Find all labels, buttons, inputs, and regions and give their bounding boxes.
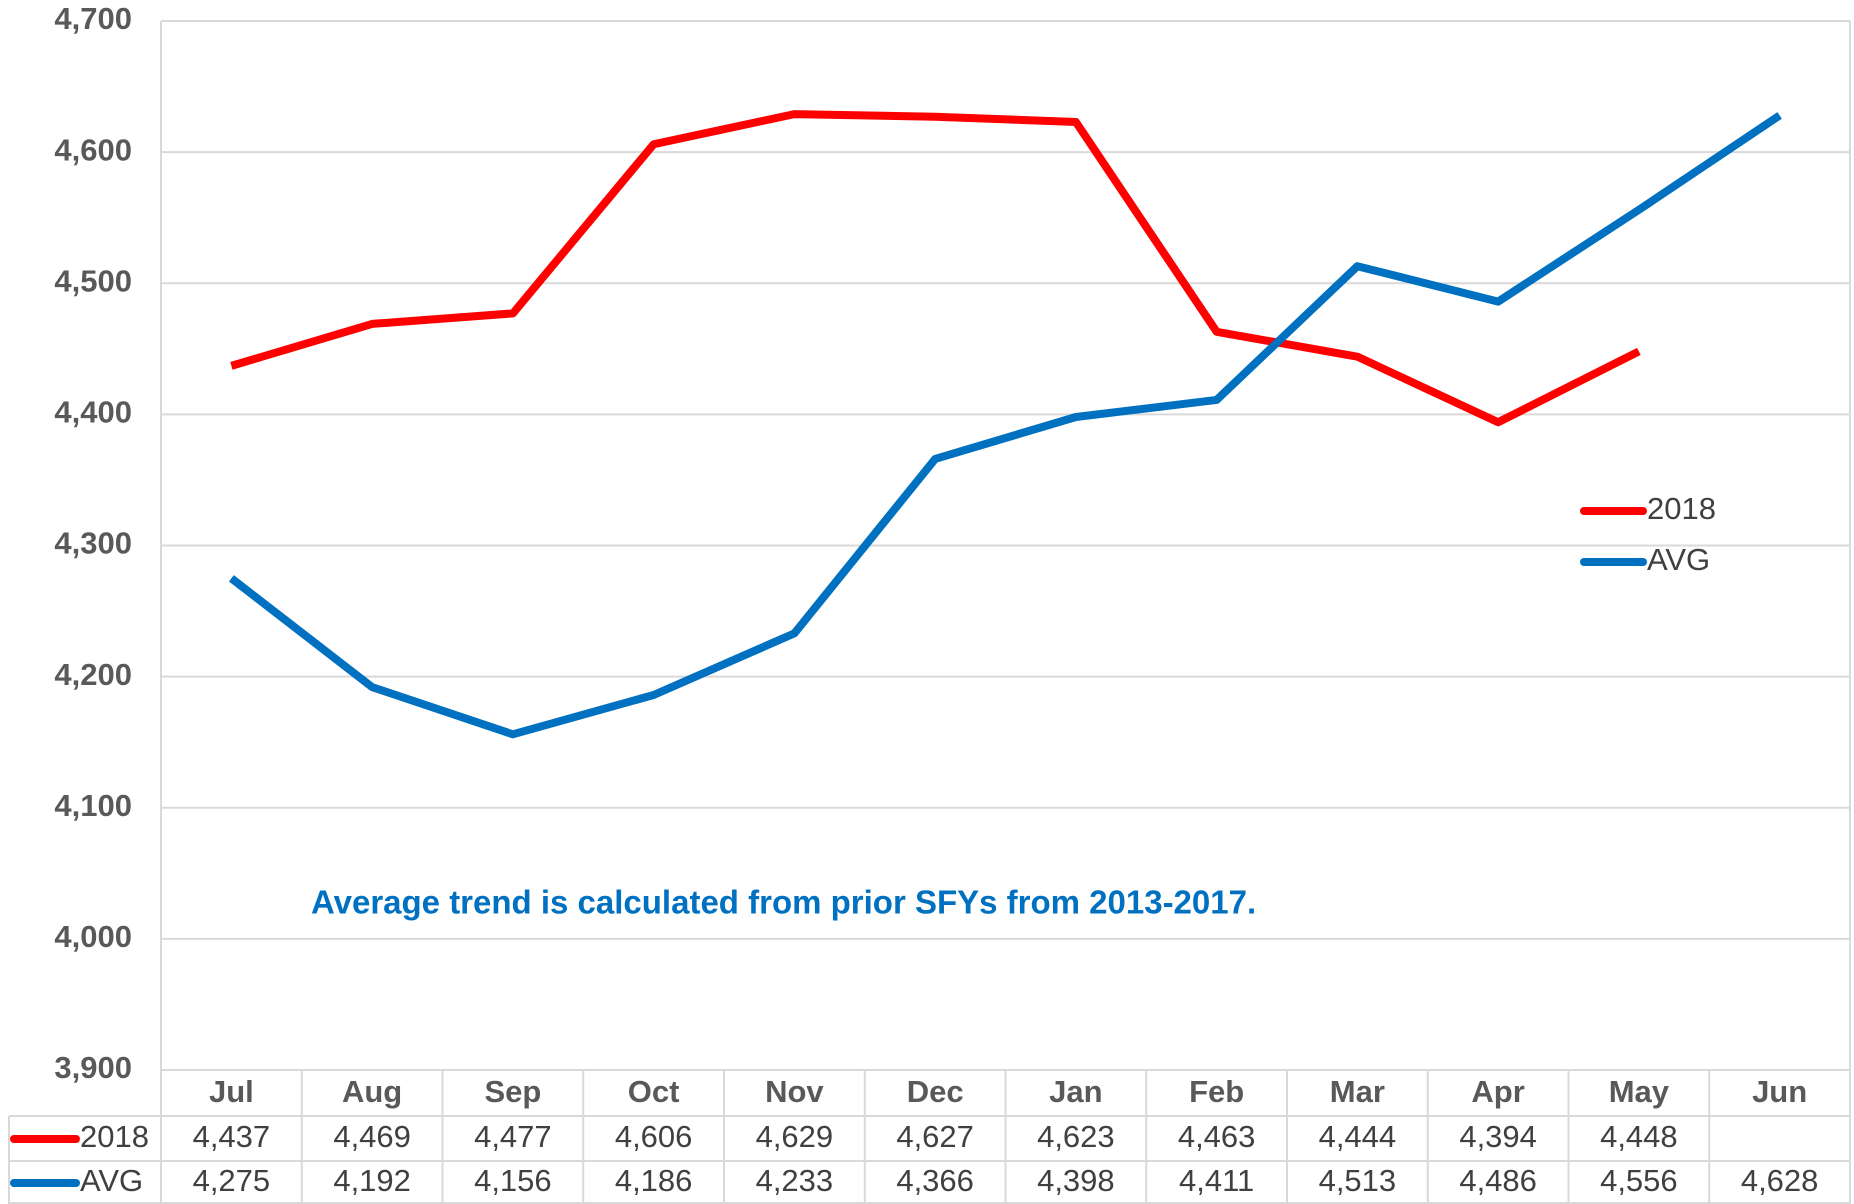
data-label: 4,628: [1741, 1163, 1819, 1198]
table-series-name: 2018: [80, 1119, 149, 1154]
x-tick-label: Dec: [907, 1074, 964, 1109]
x-tick-label: Jan: [1049, 1074, 1102, 1109]
x-tick-label: Oct: [628, 1074, 680, 1109]
data-label: 4,463: [1178, 1119, 1256, 1154]
data-label: 4,411: [1179, 1163, 1254, 1198]
x-tick-label: Jul: [209, 1074, 254, 1109]
data-label: 4,398: [1037, 1163, 1115, 1198]
data-label: 4,186: [615, 1163, 693, 1198]
data-label: 4,156: [474, 1163, 552, 1198]
data-label: 4,192: [333, 1163, 411, 1198]
data-label: 4,513: [1319, 1163, 1397, 1198]
y-tick-label: 4,200: [54, 657, 132, 692]
data-label: 4,486: [1459, 1163, 1537, 1198]
y-tick-label: 4,000: [54, 919, 132, 954]
data-label: 4,366: [896, 1163, 974, 1198]
legend-label: 2018: [1647, 491, 1716, 526]
x-tick-label: Apr: [1471, 1074, 1524, 1109]
data-label: 4,606: [615, 1119, 693, 1154]
x-tick-label: Jun: [1752, 1074, 1807, 1109]
annotation: Average trend is calculated from prior S…: [311, 884, 1256, 921]
data-label: 4,469: [333, 1119, 411, 1154]
legend-label: AVG: [1647, 542, 1710, 577]
y-tick-label: 4,600: [54, 132, 132, 167]
y-tick-label: 4,700: [54, 1, 132, 36]
x-tick-label: Feb: [1189, 1074, 1244, 1109]
data-label: 4,275: [193, 1163, 271, 1198]
x-tick-label: Mar: [1330, 1074, 1385, 1109]
table-series-name: AVG: [80, 1163, 143, 1198]
data-label: 4,556: [1600, 1163, 1678, 1198]
x-tick-label: Aug: [342, 1074, 402, 1109]
x-tick-label: Nov: [765, 1074, 824, 1109]
y-tick-label: 4,300: [54, 526, 132, 561]
data-label: 4,444: [1319, 1119, 1397, 1154]
data-label: 4,394: [1459, 1119, 1537, 1154]
data-label: 4,448: [1600, 1119, 1678, 1154]
series-line: [230, 110, 1641, 427]
y-tick-label: 4,500: [54, 263, 132, 298]
data-label: 4,629: [756, 1119, 834, 1154]
data-label: 4,437: [193, 1119, 271, 1154]
data-label: 4,477: [474, 1119, 552, 1154]
x-tick-label: May: [1609, 1074, 1670, 1109]
data-label: 4,233: [756, 1163, 834, 1198]
data-label: 4,623: [1037, 1119, 1115, 1154]
y-tick-label: 4,400: [54, 395, 132, 430]
data-label: 4,627: [896, 1119, 974, 1154]
y-tick-label: 4,100: [54, 788, 132, 823]
x-tick-label: Sep: [484, 1074, 541, 1109]
series-line: [228, 112, 1782, 739]
y-tick-label: 3,900: [54, 1050, 132, 1085]
